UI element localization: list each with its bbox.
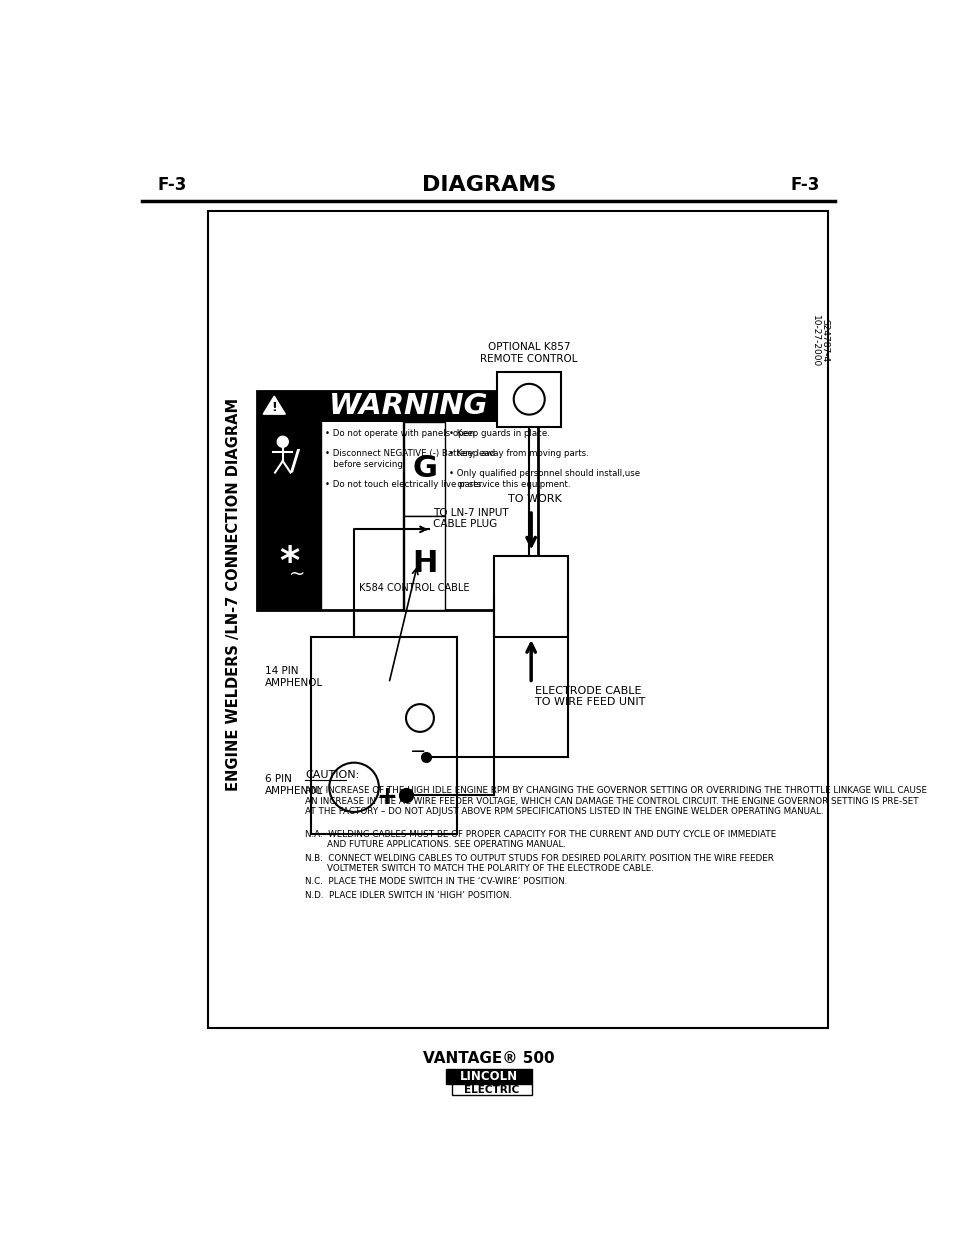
Text: • Disconnect NEGATIVE (-) Battery lead
   before servicing.: • Disconnect NEGATIVE (-) Battery lead b… — [325, 450, 495, 468]
Bar — [494, 556, 567, 637]
Text: N.B.  CONNECT WELDING CABLES TO OUTPUT STUDS FOR DESIRED POLARITY. POSITION THE : N.B. CONNECT WELDING CABLES TO OUTPUT ST… — [305, 853, 773, 862]
Text: −: − — [410, 742, 426, 762]
Text: ENGINE WELDERS /LN-7 CONNECTION DIAGRAM: ENGINE WELDERS /LN-7 CONNECTION DIAGRAM — [226, 398, 241, 792]
Text: • Keep away from moving parts.: • Keep away from moving parts. — [448, 450, 588, 458]
Text: N.D.  PLACE IDLER SWITCH IN ‘HIGH’ POSITION.: N.D. PLACE IDLER SWITCH IN ‘HIGH’ POSITI… — [305, 892, 512, 900]
Bar — [257, 390, 537, 610]
Text: K584 CONTROL CABLE: K584 CONTROL CABLE — [359, 583, 470, 593]
Text: ELECTRIC: ELECTRIC — [464, 1084, 519, 1094]
Bar — [257, 421, 320, 516]
Bar — [257, 390, 537, 421]
Bar — [311, 637, 456, 834]
Text: CAUTION:: CAUTION: — [305, 771, 359, 781]
Text: VOLTMETER SWITCH TO MATCH THE POLARITY OF THE ELECTRODE CABLE.: VOLTMETER SWITCH TO MATCH THE POLARITY O… — [305, 863, 654, 873]
Bar — [452, 1083, 531, 1095]
Text: AT THE FACTORY – DO NOT ADJUST ABOVE RPM SPECIFICATIONS LISTED IN THE ENGINE WEL: AT THE FACTORY – DO NOT ADJUST ABOVE RPM… — [305, 808, 822, 816]
Text: ANY INCREASE OF THE HIGH IDLE ENGINE RPM BY CHANGING THE GOVERNOR SETTING OR OVE: ANY INCREASE OF THE HIGH IDLE ENGINE RPM… — [305, 785, 926, 795]
Text: DIAGRAMS: DIAGRAMS — [421, 175, 556, 195]
Text: WARNING: WARNING — [329, 393, 488, 420]
Text: H: H — [412, 548, 436, 578]
Text: /: / — [290, 447, 300, 475]
Text: 14 PIN
AMPHENOL: 14 PIN AMPHENOL — [265, 667, 323, 688]
Text: F-3: F-3 — [790, 177, 819, 194]
Bar — [446, 1070, 531, 1083]
Bar — [208, 211, 827, 1028]
Text: F-3: F-3 — [158, 177, 187, 194]
Text: • Keep guards in place.: • Keep guards in place. — [448, 430, 549, 438]
Text: • Do not operate with panels open.: • Do not operate with panels open. — [325, 430, 477, 438]
Bar — [257, 516, 320, 610]
Text: LINCOLN: LINCOLN — [459, 1070, 517, 1083]
Text: S24787-4: S24787-4 — [820, 319, 828, 362]
Text: 6 PIN
AMPHENOL: 6 PIN AMPHENOL — [265, 774, 323, 795]
Text: • Only qualified personnel should install,use
   or service this equipment.: • Only qualified personnel should instal… — [448, 469, 639, 489]
Bar — [497, 372, 560, 427]
Text: G: G — [412, 454, 436, 483]
Text: ELECTRODE CABLE
TO WIRE FEED UNIT: ELECTRODE CABLE TO WIRE FEED UNIT — [535, 685, 645, 708]
Circle shape — [406, 704, 434, 732]
Circle shape — [276, 436, 289, 448]
Text: VANTAGE® 500: VANTAGE® 500 — [423, 1051, 554, 1066]
Text: *: * — [278, 545, 299, 582]
Text: !: ! — [271, 401, 276, 414]
Text: AND FUTURE APPLICATIONS. SEE OPERATING MANUAL.: AND FUTURE APPLICATIONS. SEE OPERATING M… — [305, 840, 566, 848]
Bar — [404, 421, 444, 516]
Text: OPTIONAL K857
REMOTE CONTROL: OPTIONAL K857 REMOTE CONTROL — [480, 342, 578, 364]
Circle shape — [329, 763, 378, 811]
Text: • Do not touch electrically live parts.: • Do not touch electrically live parts. — [325, 480, 484, 489]
Text: AN INCREASE IN THE AC WIRE FEEDER VOLTAGE, WHICH CAN DAMAGE THE CONTROL CIRCUIT.: AN INCREASE IN THE AC WIRE FEEDER VOLTAG… — [305, 797, 918, 805]
Text: N.A.  WELDING CABLES MUST BE OF PROPER CAPACITY FOR THE CURRENT AND DUTY CYCLE O: N.A. WELDING CABLES MUST BE OF PROPER CA… — [305, 830, 776, 839]
Circle shape — [513, 384, 544, 415]
Text: 10-27-2000: 10-27-2000 — [810, 315, 819, 367]
Text: TO WORK: TO WORK — [508, 494, 561, 504]
Bar — [404, 516, 444, 610]
Text: N.C.  PLACE THE MODE SWITCH IN THE ‘CV-WIRE’ POSITION.: N.C. PLACE THE MODE SWITCH IN THE ‘CV-WI… — [305, 877, 567, 887]
Text: ~: ~ — [288, 566, 305, 584]
Text: TO LN-7 INPUT
CABLE PLUG: TO LN-7 INPUT CABLE PLUG — [433, 508, 508, 530]
Polygon shape — [263, 396, 285, 414]
Text: +: + — [375, 784, 396, 809]
